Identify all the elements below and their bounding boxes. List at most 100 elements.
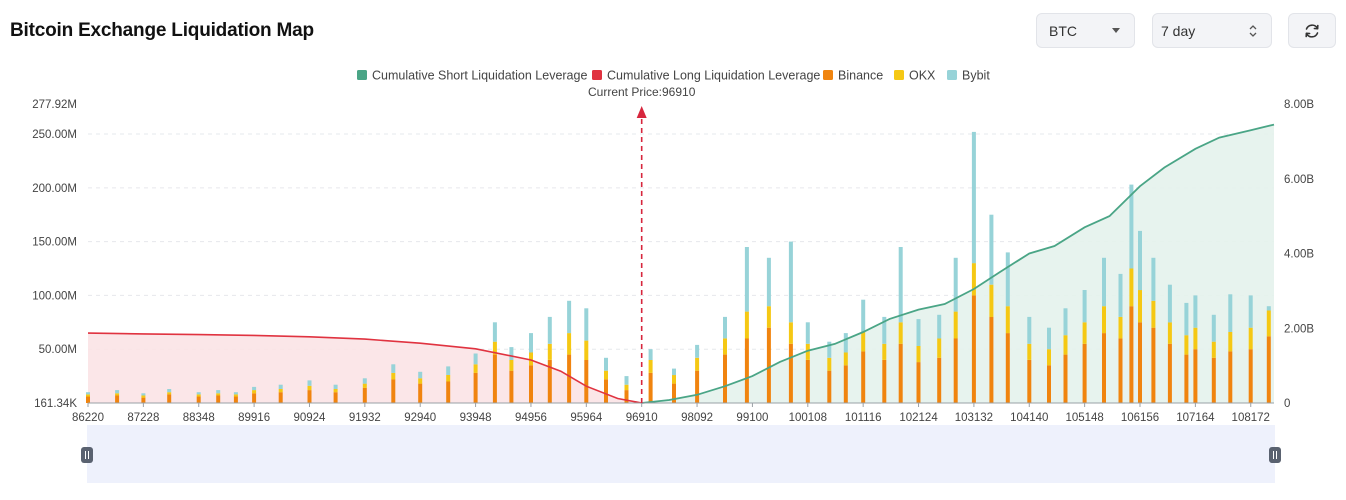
y-left-tick-label: 161.34K [34, 398, 77, 410]
bar-binance [333, 392, 338, 403]
bar-okx [1228, 332, 1233, 352]
bar-bybit [196, 392, 201, 395]
zoom-range-area [87, 425, 1275, 483]
refresh-button[interactable] [1288, 13, 1336, 48]
bar-bybit [252, 386, 257, 391]
legend-swatch [357, 70, 367, 80]
y-left-tick-label: 200.00M [32, 183, 77, 195]
bar-binance [805, 360, 810, 403]
range-select[interactable]: 7 day [1152, 13, 1272, 48]
range-select-value: 7 day [1161, 22, 1196, 39]
bar-binance [1005, 333, 1010, 403]
bar-bybit [843, 333, 848, 353]
bar-binance [233, 396, 238, 403]
x-tick-label: 90924 [293, 412, 326, 424]
x-tick-label: 92940 [404, 412, 436, 424]
bar-okx [492, 341, 497, 355]
bar-okx [882, 343, 887, 360]
bar-bybit [971, 131, 976, 264]
x-tick-label: 87228 [127, 412, 159, 424]
bar-binance [1228, 351, 1233, 403]
bar-binance [252, 393, 257, 403]
bar-bybit [624, 376, 629, 385]
bar-binance [418, 383, 423, 403]
bar-bybit [362, 378, 367, 384]
bar-binance [788, 343, 793, 403]
bar-bybit [509, 347, 514, 360]
x-tick-label: 102124 [899, 412, 938, 424]
bar-bybit [1266, 306, 1271, 311]
x-tick-label: 101116 [845, 412, 882, 424]
bar-bybit [233, 392, 238, 395]
bar-bybit [1063, 308, 1068, 336]
bar-bybit [529, 333, 533, 353]
long-cumulative-area [88, 333, 642, 403]
bar-bybit [391, 364, 396, 373]
bar-binance [509, 370, 514, 403]
bar-okx [252, 390, 257, 394]
bar-binance [882, 360, 887, 403]
bar-binance [446, 381, 451, 403]
y-left-tick-label: 50.00M [39, 344, 77, 356]
bar-bybit [672, 368, 676, 376]
bar-bybit [937, 314, 942, 339]
x-tick-label: 86220 [72, 412, 104, 424]
bar-bybit [333, 384, 338, 389]
bar-bybit [584, 308, 589, 341]
bar-bybit [604, 357, 608, 371]
bar-okx [1063, 335, 1068, 355]
bar-bybit [492, 322, 497, 342]
bar-okx [1129, 268, 1134, 307]
bar-binance [196, 396, 201, 403]
bar-binance [744, 338, 749, 403]
bar-binance [362, 387, 367, 403]
x-tick-label: 104140 [1010, 412, 1048, 424]
bar-okx [861, 332, 866, 352]
x-tick-label: 100108 [789, 412, 827, 424]
bar-okx [567, 333, 572, 355]
bar-binance [141, 397, 146, 403]
coin-select-value: BTC [1049, 22, 1077, 39]
bar-binance [1027, 360, 1032, 403]
bar-okx [391, 372, 396, 380]
bar-binance [971, 295, 976, 403]
bar-okx [744, 311, 749, 339]
bar-okx [1047, 349, 1051, 366]
bar-binance [624, 390, 629, 403]
bar-bybit [766, 257, 771, 307]
current-price-label: Current Price:96910 [588, 85, 696, 99]
bar-binance [1193, 349, 1198, 403]
current-price-marker: Current Price:96910 [588, 85, 696, 403]
bar-bybit [916, 319, 921, 346]
bar-okx [672, 375, 676, 384]
bar-bybit [648, 349, 653, 360]
x-tick-label: 107164 [1176, 412, 1215, 424]
bar-okx [278, 389, 283, 393]
bar-bybit [278, 384, 283, 389]
bar-okx [333, 389, 338, 393]
bar-bybit [723, 316, 727, 339]
bar-okx [1082, 322, 1087, 344]
bar-okx [509, 360, 514, 371]
bar-okx [1118, 316, 1123, 339]
bar-binance [827, 370, 832, 403]
bar-okx [529, 352, 533, 366]
bar-okx [584, 340, 589, 360]
coin-select[interactable]: BTC [1036, 13, 1135, 48]
bar-binance [695, 370, 700, 403]
bar-okx [362, 383, 367, 388]
chart-legend: Cumulative Short Liquidation Leverage Cum… [357, 69, 990, 83]
bar-okx [446, 375, 451, 382]
bar-binance [529, 365, 533, 403]
legend-swatch [592, 70, 602, 80]
bar-okx [1184, 335, 1189, 355]
bar-okx [141, 395, 146, 398]
bar-binance [473, 372, 478, 403]
bar-bybit [953, 257, 958, 312]
bar-bybit [744, 247, 749, 312]
legend-label: Binance [838, 69, 883, 83]
bar-bybit [418, 371, 423, 379]
y-left-tick-label: 150.00M [32, 237, 77, 249]
bar-bybit [1248, 295, 1253, 328]
bar-bybit [1027, 316, 1032, 344]
